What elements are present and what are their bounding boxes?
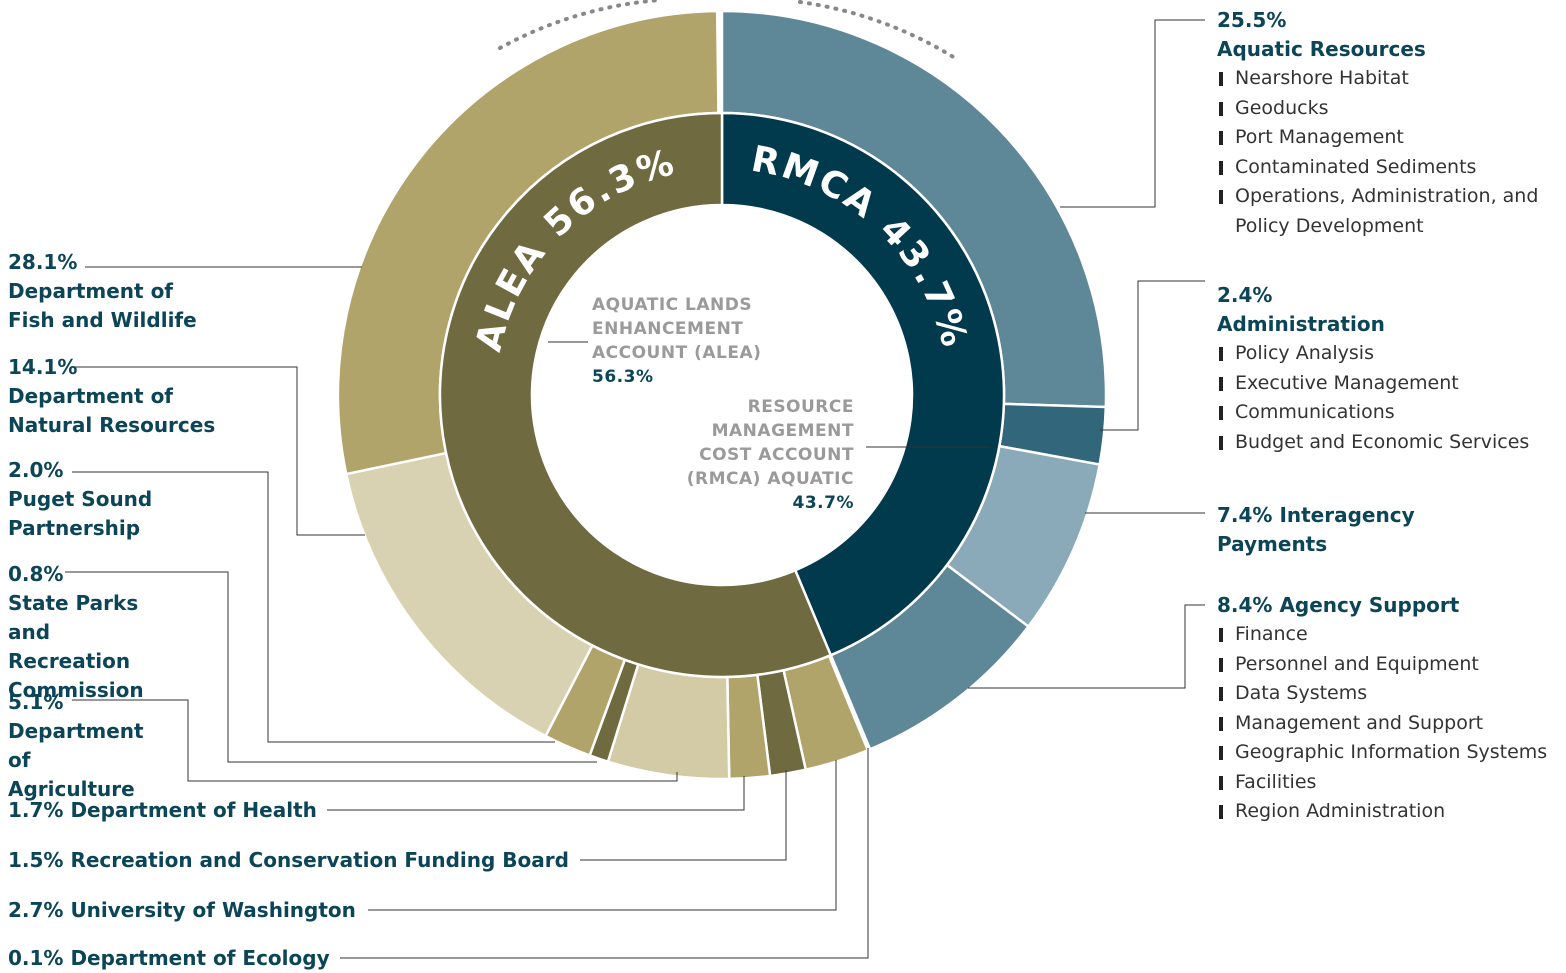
segment-label: 25.5% Aquatic Resources Nearshore Habitat G… (1217, 6, 1557, 241)
segment-label: 1.7% Department of Health (8, 796, 508, 825)
segment-item: Data Systems (1217, 679, 1562, 709)
segment-name: University of Washington (70, 898, 356, 922)
leader-line (1100, 280, 1205, 431)
label-head: 1.5% Recreation and Conservation Funding… (8, 846, 608, 875)
value-label: 1.5% (8, 848, 64, 872)
segment-label: 2.7% University of Washington (8, 896, 508, 925)
segment-label: 2.0% Puget Sound Partnership (8, 456, 168, 543)
leader-line (72, 471, 555, 743)
value-label: 2.4% (1217, 283, 1273, 307)
segment-item: Finance (1217, 620, 1562, 650)
value-label: 1.7% (8, 798, 64, 822)
center-label: RESOURCE MANAGEMENT COST ACCOUNT (RMCA) … (668, 395, 854, 515)
leader-line (327, 776, 745, 811)
leader-line (340, 748, 869, 959)
segment-name: Puget Sound Partnership (8, 487, 153, 540)
leader-line (1060, 19, 1205, 208)
center-label: AQUATIC LANDS ENHANCEMENT ACCOUNT (ALEA)… (592, 293, 777, 389)
inner-segment (438, 111, 833, 679)
segment-item: Facilities (1217, 768, 1562, 798)
label-head: 7.4% Interagency Payments (1217, 501, 1432, 559)
segment-label: 14.1% Department of Natural Resources (8, 353, 218, 440)
segment-name: State Parks and Recreation Commission (8, 591, 144, 702)
segment-name: Recreation and Conservation Funding Boar… (70, 848, 569, 872)
value-label: 14.1% (8, 355, 78, 379)
leader-line (968, 604, 1205, 689)
segment-item: Executive Management (1217, 369, 1557, 399)
value-label: 2.0% (8, 458, 64, 482)
leader-line (72, 366, 365, 536)
segment-item: Geoducks (1217, 94, 1557, 124)
segment-label: 5.1% Department of Agriculture (8, 688, 144, 804)
segment-item: Budget and Economic Services (1217, 428, 1557, 458)
segment-name: Administration (1217, 312, 1385, 336)
segment-label: 0.1% Department of Ecology (8, 944, 508, 973)
value-label: 0.8% (8, 562, 64, 586)
label-head: 1.7% Department of Health (8, 796, 508, 825)
segment-item: Communications (1217, 398, 1557, 428)
leader-line (65, 571, 597, 763)
value-label: 5.1% (8, 690, 64, 714)
center-name: RESOURCE MANAGEMENT COST ACCOUNT (RMCA) … (686, 397, 854, 489)
segment-item: Operations, Administration, and Policy D… (1217, 182, 1557, 241)
segment-name: Department of Agriculture (8, 719, 144, 801)
segment-label: 28.1% Department of Fish and Wildlife (8, 248, 198, 335)
segment-name: Interagency Payments (1217, 503, 1415, 556)
segment-name: Department of Health (70, 798, 317, 822)
dots (498, 0, 957, 60)
center-value: 43.7% (792, 493, 854, 513)
segment-name: Aquatic Resources (1217, 37, 1426, 61)
inner-segment (720, 111, 1006, 657)
segment-name: Department of Fish and Wildlife (8, 279, 197, 332)
value-label: 25.5% (1217, 8, 1287, 32)
value-label: 2.7% (8, 898, 64, 922)
leader-line (368, 760, 837, 911)
center-value: 56.3% (592, 367, 654, 387)
value-label: 7.4% (1217, 503, 1273, 527)
segment-name: Department of Ecology (70, 946, 330, 970)
leader-line (72, 699, 678, 782)
segment-label: 0.8% State Parks and Recreation Commissio… (8, 560, 156, 705)
segment-item: Policy Analysis (1217, 339, 1557, 369)
segment-item: Management and Support (1217, 709, 1562, 739)
segment-name: Department of Natural Resources (8, 384, 216, 437)
segment-item: Personnel and Equipment (1217, 650, 1562, 680)
label-head: 8.4% Agency Support (1217, 591, 1562, 620)
value-label: 0.1% (8, 946, 64, 970)
segment-item: Contaminated Sediments (1217, 153, 1557, 183)
segment-item: Nearshore Habitat (1217, 64, 1557, 94)
segment-label: 1.5% Recreation and Conservation Funding… (8, 846, 608, 875)
label-head: 2.7% University of Washington (8, 896, 508, 925)
value-label: 8.4% (1217, 593, 1273, 617)
label-head: 0.1% Department of Ecology (8, 944, 508, 973)
segment-item: Region Administration (1217, 797, 1562, 827)
segment-label: 7.4% Interagency Payments (1217, 501, 1432, 559)
segment-label: 8.4% Agency Support Finance Personnel and … (1217, 591, 1562, 827)
segment-item: Port Management (1217, 123, 1557, 153)
segment-label: 2.4% Administration Policy Analysis Executi… (1217, 281, 1557, 457)
value-label: 28.1% (8, 250, 78, 274)
segment-item: Geographic Information Systems (1217, 738, 1562, 768)
segment-name: Agency Support (1279, 593, 1460, 617)
center-name: AQUATIC LANDS ENHANCEMENT ACCOUNT (ALEA) (592, 295, 762, 363)
leader-line (580, 770, 787, 861)
